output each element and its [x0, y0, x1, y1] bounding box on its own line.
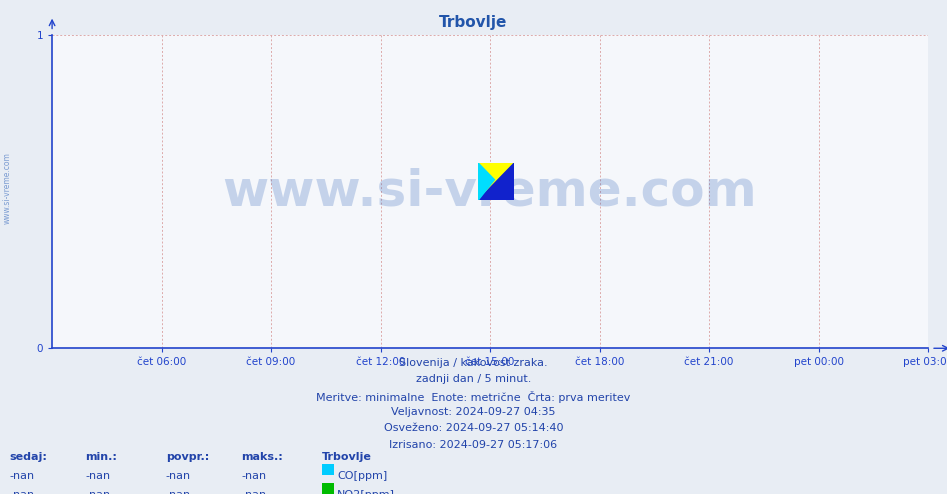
Text: -nan: -nan — [85, 490, 111, 494]
Text: -nan: -nan — [166, 490, 191, 494]
Text: maks.:: maks.: — [241, 452, 283, 462]
Text: min.:: min.: — [85, 452, 117, 462]
Text: Veljavnost: 2024-09-27 04:35: Veljavnost: 2024-09-27 04:35 — [391, 407, 556, 417]
Text: zadnji dan / 5 minut.: zadnji dan / 5 minut. — [416, 374, 531, 384]
Text: Meritve: minimalne  Enote: metrične  Črta: prva meritev: Meritve: minimalne Enote: metrične Črta:… — [316, 391, 631, 403]
Text: NO2[ppm]: NO2[ppm] — [337, 490, 395, 494]
Text: CO[ppm]: CO[ppm] — [337, 471, 387, 481]
Text: Trbovlje: Trbovlje — [322, 452, 372, 462]
Text: Osveženo: 2024-09-27 05:14:40: Osveženo: 2024-09-27 05:14:40 — [384, 423, 563, 433]
Polygon shape — [478, 163, 514, 200]
Text: -nan: -nan — [85, 471, 111, 481]
Text: Slovenija / kakovost zraka.: Slovenija / kakovost zraka. — [400, 358, 547, 368]
Text: -nan: -nan — [166, 471, 191, 481]
Polygon shape — [478, 163, 514, 200]
Text: -nan: -nan — [9, 490, 35, 494]
Text: povpr.:: povpr.: — [166, 452, 209, 462]
Text: www.si-vreme.com: www.si-vreme.com — [223, 167, 758, 215]
Text: www.si-vreme.com: www.si-vreme.com — [3, 152, 12, 224]
Text: -nan: -nan — [241, 471, 267, 481]
Polygon shape — [478, 163, 494, 200]
Text: sedaj:: sedaj: — [9, 452, 47, 462]
Text: Trbovlje: Trbovlje — [439, 15, 508, 30]
Text: Izrisano: 2024-09-27 05:17:06: Izrisano: 2024-09-27 05:17:06 — [389, 440, 558, 450]
Text: -nan: -nan — [9, 471, 35, 481]
Text: -nan: -nan — [241, 490, 267, 494]
